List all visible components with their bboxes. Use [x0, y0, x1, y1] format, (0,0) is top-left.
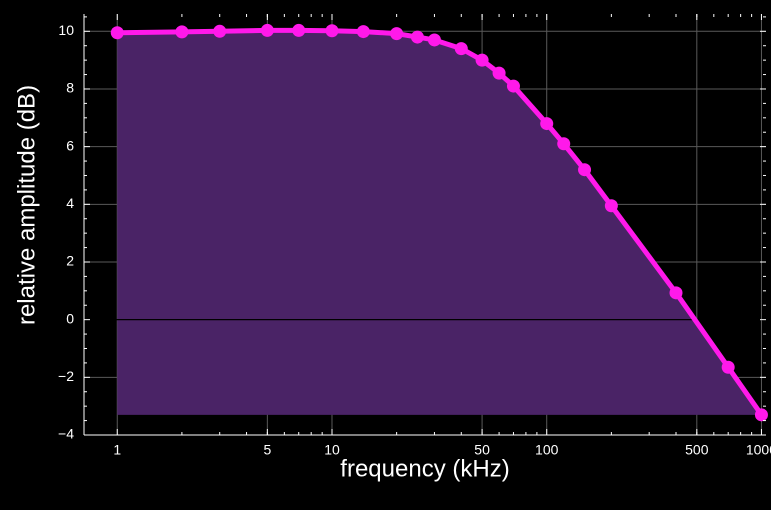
data-point	[492, 66, 506, 80]
data-point	[175, 25, 189, 39]
y-tick-label: 6	[66, 137, 74, 153]
data-point	[427, 33, 441, 47]
data-point	[260, 23, 274, 37]
data-point	[475, 53, 489, 67]
y-axis-ticks: −4 −2 0 2 4 6 8 10	[58, 16, 766, 442]
data-point	[213, 24, 227, 38]
data-point	[557, 137, 571, 151]
y-tick-label: 0	[66, 310, 74, 326]
x-tick-label: 5	[263, 442, 271, 458]
y-tick-label: −2	[58, 368, 74, 384]
data-point	[578, 163, 592, 177]
data-point	[454, 42, 468, 56]
y-tick-label: 10	[58, 22, 74, 38]
x-tick-label: 500	[685, 442, 709, 458]
x-tick-label: 50	[474, 442, 490, 458]
x-tick-label: 10	[324, 442, 340, 458]
data-point	[390, 27, 404, 41]
area-fill	[117, 30, 762, 415]
data-point	[669, 286, 683, 300]
data-point	[721, 360, 735, 374]
x-axis-ticks: 1 5 10 50 100 500 1000	[113, 14, 771, 458]
area-under-curve	[117, 30, 762, 415]
data-point	[506, 79, 520, 93]
data-point	[604, 199, 618, 213]
data-point	[754, 408, 768, 422]
data-point	[356, 25, 370, 39]
x-tick-label: 100	[535, 442, 559, 458]
data-point	[540, 117, 554, 131]
x-axis-title: frequency (kHz)	[340, 455, 509, 482]
y-tick-label: 2	[66, 253, 74, 269]
x-tick-label: 1	[113, 442, 121, 458]
y-axis-title: relative amplitude (dB)	[13, 85, 40, 325]
y-tick-label: 4	[66, 195, 74, 211]
data-point	[110, 26, 124, 40]
data-point	[292, 23, 306, 37]
x-tick-label: 1000	[746, 442, 771, 458]
plot-frame	[83, 14, 766, 436]
data-points	[110, 23, 768, 422]
data-point	[325, 24, 339, 38]
y-tick-label: 8	[66, 80, 74, 96]
data-point	[410, 30, 424, 44]
y-tick-label: −4	[58, 426, 74, 442]
